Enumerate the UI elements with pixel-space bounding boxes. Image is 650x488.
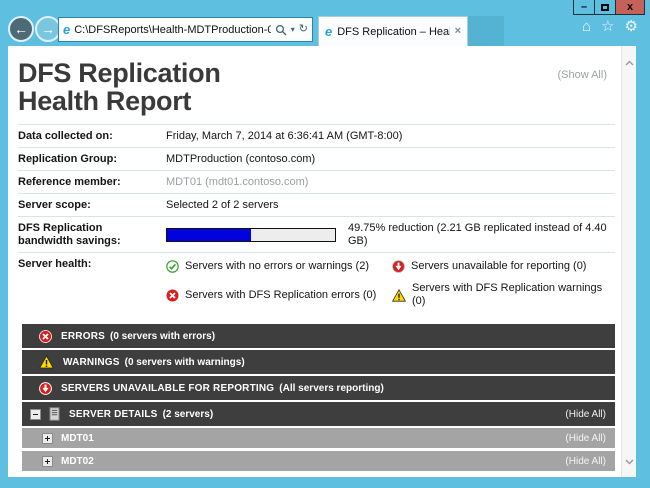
section-title: WARNINGS: [63, 356, 120, 368]
hide-all-link[interactable]: (Hide All): [565, 455, 606, 467]
health-item-text: Servers unavailable for reporting (0): [411, 260, 587, 272]
browser-action-icons: ⌂ ☆ ⚙: [582, 19, 638, 34]
info-value: MDT01 (mdt01.contoso.com): [166, 176, 309, 188]
section-server-details[interactable]: SERVER DETAILS (2 servers) (Hide All): [22, 402, 615, 426]
expand-toggle-icon[interactable]: [42, 455, 53, 467]
scroll-down-icon[interactable]: [622, 452, 636, 470]
arrow-right-icon: →: [41, 21, 55, 37]
hide-all-link[interactable]: (Hide All): [565, 432, 606, 444]
scroll-up-icon[interactable]: [622, 53, 636, 71]
show-all-link[interactable]: (Show All): [557, 69, 607, 81]
bandwidth-reduction-text: 49.75% reduction (2.21 GB replicated ins…: [348, 222, 607, 247]
search-icon[interactable]: [275, 24, 287, 36]
forward-button[interactable]: →: [35, 16, 61, 42]
info-row-server-scope: Server scope: Selected 2 of 2 servers: [18, 193, 615, 216]
server-health-grid: Servers with no errors or warnings (2) S…: [166, 258, 615, 318]
report-content: (Show All) DFS Replication Health Report…: [8, 46, 621, 477]
window-controls: – x: [573, 0, 645, 15]
ie-logo-icon: e: [63, 22, 71, 37]
chevron-down-icon[interactable]: ▾: [290, 24, 295, 34]
check-circle-icon: [166, 260, 179, 273]
close-button[interactable]: x: [615, 0, 645, 15]
info-row-bandwidth-savings: DFS Replication bandwidth savings: 49.75…: [18, 216, 615, 252]
info-label: Data collected on:: [18, 130, 113, 142]
bandwidth-progress-fill: [167, 229, 251, 241]
page-title-line1: DFS Replication: [18, 58, 221, 88]
section-count: (0 servers with warnings): [124, 356, 245, 368]
info-row-reference-member: Reference member: MDT01 (mdt01.contoso.c…: [18, 170, 615, 193]
section-warnings[interactable]: WARNINGS (0 servers with warnings): [22, 350, 615, 374]
bandwidth-progress-bar: [166, 228, 336, 242]
server-row-mdt01[interactable]: MDT01 (Hide All): [22, 428, 615, 448]
info-label: Server scope:: [18, 199, 91, 211]
hide-all-link[interactable]: (Hide All): [565, 408, 606, 420]
section-title: SERVERS UNAVAILABLE FOR REPORTING: [61, 382, 275, 394]
health-item-text: Servers with no errors or warnings (2): [185, 260, 370, 272]
home-icon[interactable]: ⌂: [582, 18, 592, 35]
health-item-text: Servers with DFS Replication warnings (0…: [412, 282, 603, 307]
report-page: (Show All) DFS Replication Health Report…: [8, 46, 636, 477]
address-bar[interactable]: e C:\DFSReports\Health-MDTProduction-07M…: [58, 17, 313, 42]
close-icon: x: [626, 0, 634, 13]
section-count: (All servers reporting): [279, 382, 384, 394]
unavailable-icon: [39, 381, 52, 395]
error-icon: [166, 289, 179, 301]
health-item-text: Servers with DFS Replication errors (0): [185, 288, 377, 301]
minimize-button[interactable]: –: [573, 0, 595, 15]
health-item-ok: Servers with no errors or warnings (2): [166, 260, 392, 273]
health-item-warnings: Servers with DFS Replication warnings (0…: [392, 282, 615, 308]
collapse-toggle-icon[interactable]: [30, 408, 41, 420]
info-label: Server health:: [18, 258, 92, 270]
unavailable-icon: [392, 260, 405, 273]
report-summary-table: Data collected on: Friday, March 7, 2014…: [18, 124, 615, 322]
info-label: DFS Replication bandwidth savings:: [18, 222, 121, 247]
section-title: ERRORS: [61, 330, 105, 342]
warning-icon: [392, 288, 406, 302]
info-row-server-health: Server health: Servers with no errors or…: [18, 252, 615, 322]
expand-toggle-icon[interactable]: [42, 432, 53, 444]
section-errors[interactable]: ERRORS (0 servers with errors): [22, 324, 615, 348]
server-icon: [49, 407, 60, 421]
tab-dfs-report[interactable]: e DFS Replication – Health Re... ×: [318, 16, 468, 46]
favorites-star-icon[interactable]: ☆: [601, 18, 615, 35]
maximize-icon: [601, 3, 609, 11]
gear-icon[interactable]: ⚙: [624, 18, 638, 35]
error-icon: [39, 329, 52, 343]
health-item-unavailable: Servers unavailable for reporting (0): [392, 260, 615, 273]
server-name: MDT02: [61, 455, 94, 467]
page-title-line2: Health Report: [18, 86, 192, 116]
info-row-data-collected: Data collected on: Friday, March 7, 2014…: [18, 124, 615, 147]
info-value: Friday, March 7, 2014 at 6:36:41 AM (GMT…: [166, 130, 403, 142]
new-tab-button[interactable]: [468, 16, 504, 46]
tab-title: DFS Replication – Health Re...: [337, 25, 450, 38]
info-label: Replication Group:: [18, 153, 117, 165]
section-servers-unavailable[interactable]: SERVERS UNAVAILABLE FOR REPORTING (All s…: [22, 376, 615, 400]
section-title: SERVER DETAILS: [69, 408, 158, 420]
tab-close-icon[interactable]: ×: [454, 25, 461, 37]
info-row-replication-group: Replication Group: MDTProduction (contos…: [18, 147, 615, 170]
address-input[interactable]: C:\DFSReports\Health-MDTProduction-07Ma: [74, 23, 271, 36]
info-value: MDTProduction (contoso.com): [166, 153, 316, 165]
minimize-icon: –: [580, 0, 588, 13]
section-count: (2 servers): [162, 408, 214, 420]
refresh-icon[interactable]: ↻: [298, 23, 308, 35]
info-value: Selected 2 of 2 servers: [166, 199, 279, 211]
arrow-left-icon: ←: [14, 21, 28, 37]
info-label: Reference member:: [18, 176, 121, 188]
back-button[interactable]: ←: [8, 16, 34, 42]
page-title: DFS Replication Health Report: [18, 59, 615, 115]
ie-logo-icon: e: [325, 24, 333, 39]
bandwidth-value: 49.75% reduction (2.21 GB replicated ins…: [166, 222, 615, 248]
report-sections: ERRORS (0 servers with errors) WARNINGS …: [22, 324, 615, 471]
section-count: (0 servers with errors): [109, 330, 216, 342]
server-name: MDT01: [61, 432, 94, 444]
server-row-mdt02[interactable]: MDT02 (Hide All): [22, 451, 615, 471]
health-item-errors: Servers with DFS Replication errors (0): [166, 282, 392, 308]
maximize-button[interactable]: [594, 0, 616, 15]
warning-icon: [39, 355, 54, 369]
vertical-scrollbar[interactable]: [621, 46, 636, 477]
